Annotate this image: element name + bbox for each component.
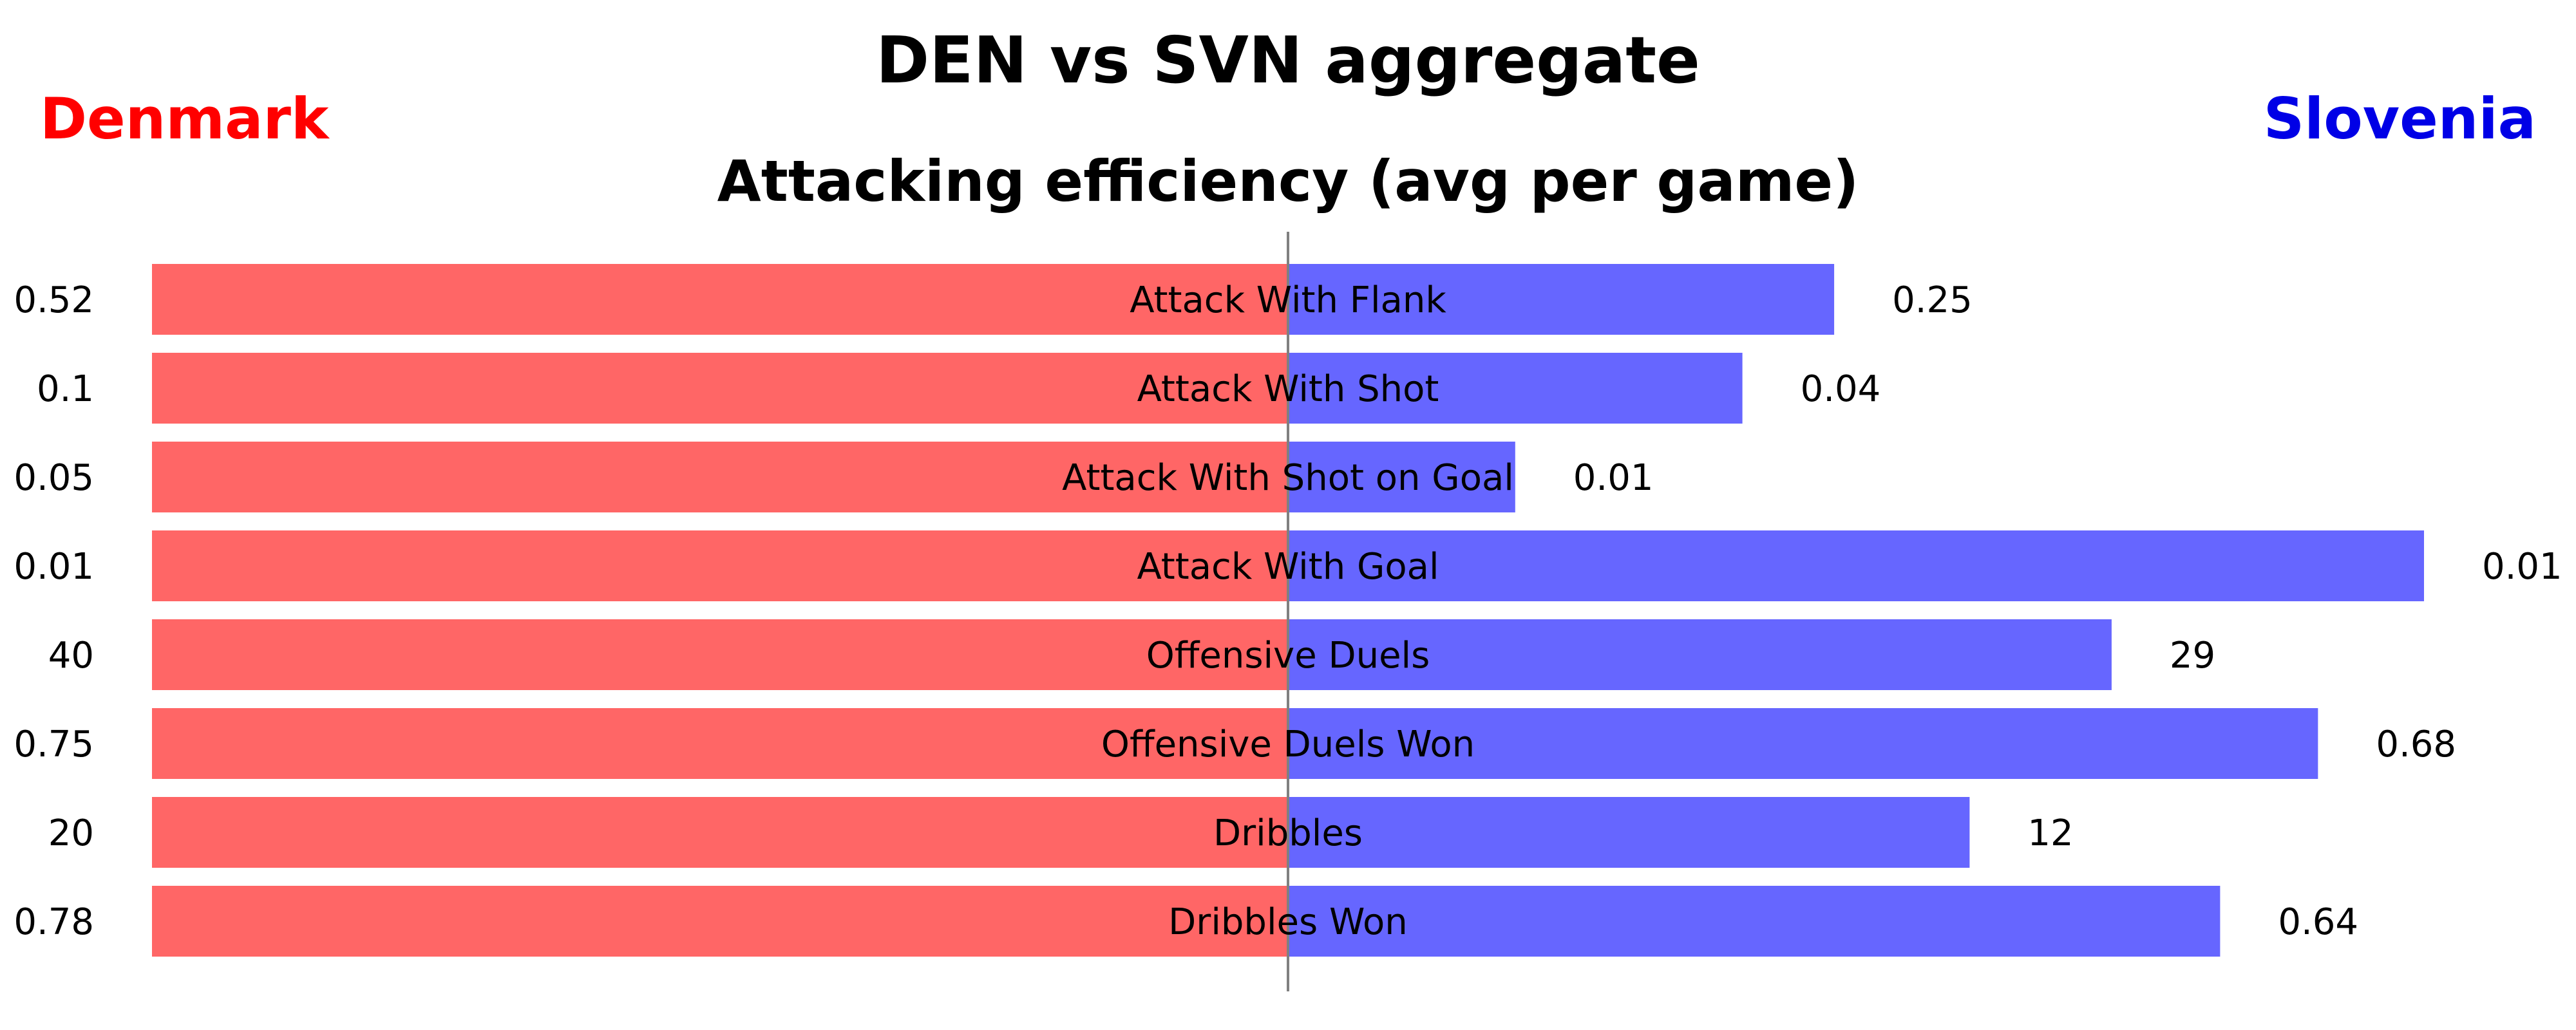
bar-slovenia xyxy=(1288,708,2318,779)
value-label-slovenia: 29 xyxy=(2170,635,2215,677)
value-label-denmark: 0.78 xyxy=(14,901,94,943)
bars-layer xyxy=(152,264,2424,957)
bar-denmark xyxy=(152,708,1288,779)
bar-denmark xyxy=(152,619,1288,690)
team-label-denmark: Denmark xyxy=(40,86,330,152)
value-label-denmark: 0.1 xyxy=(37,368,94,410)
value-label-denmark: 20 xyxy=(48,812,94,854)
category-label: Attack With Shot xyxy=(1137,368,1439,410)
bar-slovenia xyxy=(1288,797,1970,868)
value-label-denmark: 0.05 xyxy=(14,457,94,499)
value-label-denmark: 0.75 xyxy=(14,724,94,765)
bar-denmark xyxy=(152,353,1288,424)
category-label: Offensive Duels Won xyxy=(1101,724,1475,765)
bar-denmark xyxy=(152,797,1288,868)
value-label-slovenia: 0.64 xyxy=(2278,901,2358,943)
value-label-denmark: 0.52 xyxy=(14,279,94,321)
value-label-slovenia: 12 xyxy=(2027,812,2073,854)
bar-slovenia xyxy=(1288,442,1515,512)
chart-subtitle: Attacking efficiency (avg per game) xyxy=(717,148,1859,214)
value-label-denmark: 0.01 xyxy=(14,546,94,588)
bar-slovenia xyxy=(1288,886,2221,957)
value-label-slovenia: 0.01 xyxy=(2482,546,2562,588)
category-label: Dribbles xyxy=(1213,812,1363,854)
chart-title: DEN vs SVN aggregate xyxy=(876,23,1700,98)
bar-slovenia xyxy=(1288,530,2424,601)
bar-slovenia xyxy=(1288,264,1835,335)
category-label: Offensive Duels xyxy=(1146,635,1430,677)
category-label: Attack With Shot on Goal xyxy=(1062,457,1514,499)
category-label: Attack With Goal xyxy=(1137,546,1439,588)
bar-denmark xyxy=(152,264,1288,335)
team-label-slovenia: Slovenia xyxy=(2264,86,2536,152)
labels-layer: 0.52 0.25 Attack With Flank 0.1 0.04 Attack W… xyxy=(14,279,2562,943)
category-label: Dribbles Won xyxy=(1168,901,1408,943)
bar-slovenia xyxy=(1288,619,2112,690)
bar-denmark xyxy=(152,886,1288,957)
bar-denmark xyxy=(152,530,1288,601)
bar-slovenia xyxy=(1288,353,1743,424)
category-label: Attack With Flank xyxy=(1130,279,1446,321)
value-label-slovenia: 0.04 xyxy=(1801,368,1881,410)
value-label-denmark: 40 xyxy=(48,635,94,677)
bar-denmark xyxy=(152,442,1288,512)
value-label-slovenia: 0.01 xyxy=(1573,457,1654,499)
value-label-slovenia: 0.25 xyxy=(1892,279,1973,321)
value-label-slovenia: 0.68 xyxy=(2376,724,2456,765)
